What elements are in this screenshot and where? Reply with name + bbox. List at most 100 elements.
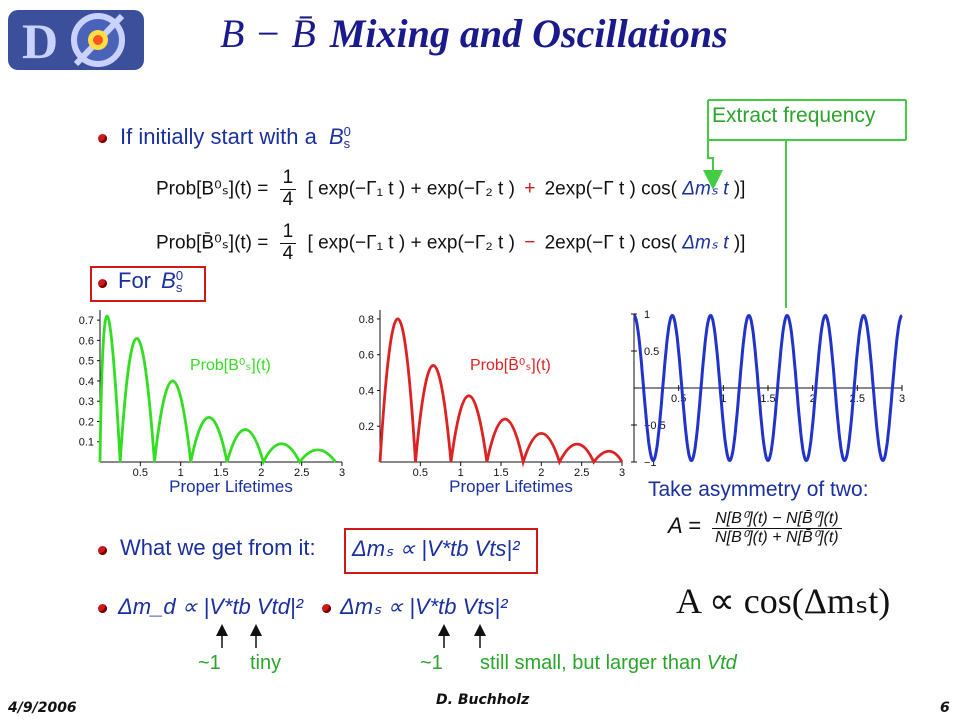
- x-tick-label: 2: [538, 467, 544, 479]
- asym-num: N[B⁰](t) − N[B̄⁰](t): [712, 510, 842, 529]
- x-tick-label: 1.5: [493, 467, 508, 479]
- x-tick-label: 3: [619, 467, 625, 479]
- eq1-term1: [ exp(−Γ₁ t ) + exp(−Γ₂ t ): [307, 178, 515, 200]
- chart-title: Prob[B⁰ₛ](t): [190, 357, 271, 374]
- eq1-den: 4: [282, 188, 294, 210]
- arrow-to-eq1: [703, 140, 723, 190]
- bullet-5-marker: [322, 604, 331, 613]
- asymmetry-formula: A = N[B⁰](t) − N[B̄⁰](t) N[B⁰](t) + N[B̄⁰…: [668, 510, 848, 546]
- bullet-1-sup: 0: [343, 124, 351, 140]
- y-tick-label: 0.2: [359, 421, 374, 433]
- footer-page: 6: [940, 700, 950, 716]
- footer-author: D. Buchholz: [436, 692, 530, 708]
- bullet-2-marker: [98, 279, 107, 288]
- bullet-2-label: For: [118, 268, 151, 293]
- title-text: Mixing and Oscillations: [329, 11, 728, 56]
- x-tick-label: 2: [258, 467, 264, 479]
- bullet-3-marker: [98, 546, 107, 555]
- bullet-2-sup: 0: [175, 268, 184, 284]
- x-tick-label: 1: [720, 393, 726, 405]
- annot-2: tiny: [250, 652, 282, 674]
- bullet-4-formula: Δm_d ∝ |V*tb Vtd|²: [118, 594, 303, 619]
- x-tick-label: 2: [810, 393, 816, 405]
- y-tick-label: 0.8: [359, 314, 374, 326]
- chart-title: Prob[B̄⁰ₛ](t): [470, 357, 551, 374]
- eq2-sign: −: [524, 232, 536, 254]
- bullet-3-label: What we get from it:: [120, 535, 316, 560]
- eq2-dm: Δmₛ t: [682, 232, 729, 254]
- y-tick-label: 0.2: [79, 416, 94, 428]
- bullet-2-sub: s: [175, 280, 183, 296]
- annot-3: ~1: [420, 652, 443, 674]
- asym-proportional: A ∝ cos(Δmₛt): [676, 581, 891, 621]
- slide-title: B − B̄ Mixing and Oscillations: [220, 10, 728, 57]
- x-tick-label: 3: [339, 467, 345, 479]
- chart-asymmetry: 0.5 1 1.5 2 2.5 310.5−0.5−1: [631, 309, 905, 469]
- eq1-sign: +: [524, 178, 536, 200]
- x-tick-label: 3: [899, 393, 905, 405]
- asym-den: N[B⁰](t) + N[B̄⁰](t): [715, 528, 839, 546]
- eq2-num: 1: [279, 221, 297, 244]
- y-tick-label: 0.5: [644, 346, 659, 358]
- footer-date: 4/9/2006: [8, 700, 77, 716]
- y-tick-label: 0.3: [79, 396, 94, 408]
- eq2-term2: 2exp(−Γ t ) cos(: [544, 232, 678, 254]
- y-tick-label: 0.4: [359, 385, 374, 397]
- x-tick-label: 1: [458, 467, 464, 479]
- eq1-close: )]: [733, 178, 746, 200]
- chart-prob-bs: 0.5 1 1.5 2 2.5 3 0.1 0.2 0.3 0.4 0.5 0.6 0.7 Prob[B⁰…: [79, 310, 345, 496]
- eq1-term2: 2exp(−Γ t ) cos(: [544, 178, 678, 200]
- bullet-1-marker: [98, 134, 107, 143]
- eq2-term1: [ exp(−Γ₁ t ) + exp(−Γ₂ t ): [307, 232, 515, 254]
- d0-logo: D: [6, 6, 146, 79]
- bullet-5-formula: Δmₛ ∝ |V*tb Vts|²: [340, 594, 508, 619]
- y-tick-label: 1: [644, 309, 650, 321]
- x-tick-label: 0.5: [133, 467, 148, 479]
- data-line: [98, 314, 337, 466]
- x-tick-label: 2.5: [294, 467, 309, 479]
- y-tick-label: 0.7: [79, 315, 94, 327]
- eq1-lhs: Prob[B⁰ₛ](t) =: [156, 178, 269, 200]
- x-tick-label: 1.5: [213, 467, 228, 479]
- y-tick-label: 0.4: [79, 376, 94, 388]
- bullet-1-sub: s: [343, 136, 351, 152]
- data-line: [378, 317, 624, 468]
- y-tick-label: 0.1: [79, 437, 94, 449]
- x-axis-label: Proper Lifetimes: [449, 477, 573, 496]
- eq2-lhs: Prob[B̄⁰ₛ](t) =: [156, 232, 269, 254]
- extract-frequency-label: Extract frequency: [712, 104, 876, 127]
- bullet-1-particle: B: [328, 124, 344, 149]
- annot-4-text: still small, but larger than: [480, 652, 702, 674]
- logo-letter-d: D: [22, 13, 58, 69]
- annot-4-v: Vtd: [706, 652, 737, 674]
- bullet-3-formula: Δmₛ ∝ |V*tb Vts|²: [352, 536, 520, 561]
- title-math: B − B̄: [220, 11, 316, 56]
- eq1-dm: Δmₛ t: [682, 178, 729, 200]
- bullet-4-marker: [98, 604, 107, 613]
- x-tick-label: 2.5: [574, 467, 589, 479]
- for-bs-box: [90, 266, 206, 302]
- eq2-den: 4: [282, 242, 294, 264]
- annot-4: still small, but larger than Vtd: [480, 652, 737, 675]
- eq2-close: )]: [733, 232, 746, 254]
- bullet-2-particle: B: [161, 268, 176, 293]
- y-tick-label: 0.5: [79, 356, 94, 368]
- x-tick-label: 1.5: [760, 393, 775, 405]
- x-axis-label: Proper Lifetimes: [169, 477, 293, 496]
- x-tick-label: 0.5: [413, 467, 428, 479]
- dms-box: [344, 528, 538, 574]
- eq1-num: 1: [279, 167, 297, 190]
- asymmetry-label: Take asymmetry of two:: [648, 478, 869, 501]
- chart-prob-bsbar: 0.5 1 1.5 2 2.5 3 0.2 0.4 0.6 0.8 Prob[B̄⁰ₛ](t) Pro…: [359, 310, 625, 496]
- y-tick-label: 0.6: [359, 350, 374, 362]
- annot-1: ~1: [198, 652, 221, 674]
- x-tick-label: 1: [178, 467, 184, 479]
- asym-a: A =: [668, 513, 701, 539]
- y-tick-label: 0.6: [79, 335, 94, 347]
